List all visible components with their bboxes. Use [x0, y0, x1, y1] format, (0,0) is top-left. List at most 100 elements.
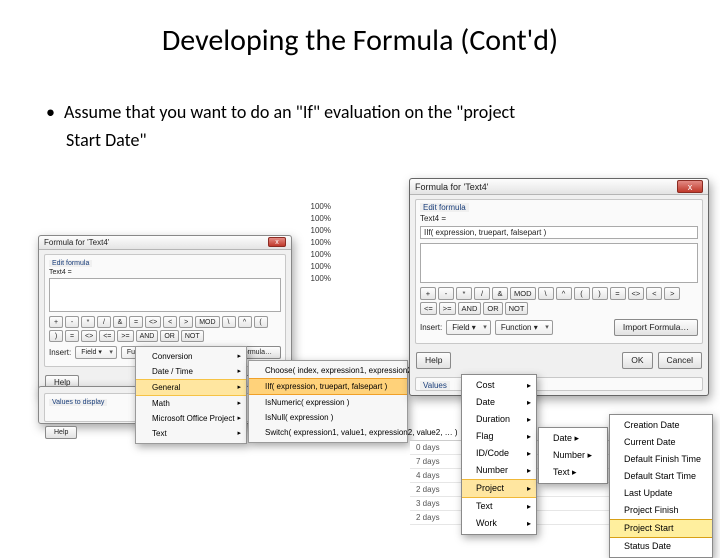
insert-label-r: Insert: — [420, 323, 442, 332]
operator-button[interactable]: \ — [538, 287, 554, 300]
operator-button[interactable]: < — [646, 287, 662, 300]
operator-button[interactable]: - — [438, 287, 454, 300]
operator-button[interactable]: >= — [439, 302, 456, 315]
menu-item[interactable]: Work — [462, 515, 536, 532]
menu-item[interactable]: IIf( expression, truepart, falsepart ) — [249, 378, 407, 395]
operator-button[interactable]: ^ — [556, 287, 572, 300]
operator-button[interactable]: < — [163, 316, 177, 328]
operator-button[interactable]: + — [420, 287, 436, 300]
bullet-dot: • — [46, 101, 64, 123]
field-subcategory-menu[interactable]: Date ▸Number ▸Text ▸ — [538, 427, 608, 484]
menu-item[interactable]: Date — [462, 394, 536, 411]
operator-button[interactable]: MOD — [510, 287, 536, 300]
menu-item[interactable]: Creation Date — [610, 417, 712, 434]
operator-button[interactable]: <= — [99, 330, 115, 342]
menu-item[interactable]: Number — [462, 462, 536, 479]
menu-item[interactable]: Status Date — [610, 538, 712, 555]
operator-button[interactable]: ) — [49, 330, 63, 342]
percent-value: 100% — [291, 249, 331, 261]
menu-item[interactable]: ID/Code — [462, 445, 536, 462]
function-dropdown-r[interactable]: Function ▾ — [495, 320, 553, 335]
operator-button[interactable]: >= — [117, 330, 133, 342]
operator-button[interactable]: ( — [574, 287, 590, 300]
operator-button[interactable]: ( — [254, 316, 268, 328]
operator-button[interactable]: <> — [145, 316, 161, 328]
menu-item[interactable]: Microsoft Office Project — [136, 411, 246, 426]
operator-button[interactable]: NOT — [505, 302, 529, 315]
operator-button[interactable]: / — [97, 316, 111, 328]
menu-item[interactable]: IsNumeric( expression ) — [249, 395, 407, 410]
menu-item[interactable]: Math — [136, 396, 246, 411]
menu-item[interactable]: Switch( expression1, value1, expression2… — [249, 425, 407, 440]
menu-item[interactable]: Project Finish — [610, 502, 712, 519]
field-dropdown-r[interactable]: Field ▾ — [446, 320, 491, 335]
menu-item[interactable]: Choose( index, expression1, expression2,… — [249, 363, 407, 378]
import-formula-button-r[interactable]: Import Formula… — [614, 319, 698, 336]
menu-item[interactable]: Date / Time — [136, 364, 246, 379]
edit-formula-group-r: Edit formula Text4 = IIf( expression, tr… — [415, 199, 703, 344]
menu-item[interactable]: Cost — [462, 377, 536, 394]
operator-button[interactable]: ^ — [238, 316, 252, 328]
formula-textarea[interactable] — [49, 278, 281, 312]
operator-button[interactable]: * — [456, 287, 472, 300]
operator-button[interactable]: = — [610, 287, 626, 300]
operator-button[interactable]: <> — [628, 287, 645, 300]
operator-button[interactable]: AND — [136, 330, 159, 342]
operator-button[interactable]: AND — [458, 302, 482, 315]
percent-strip: 100%100%100%100%100%100%100% — [291, 201, 331, 285]
field-leaf-menu[interactable]: Creation DateCurrent DateDefault Finish … — [609, 414, 713, 558]
menu-item[interactable]: Project Start — [610, 519, 712, 538]
field-category-menu[interactable]: CostDateDurationFlagID/CodeNumberProject… — [461, 374, 537, 535]
operator-button[interactable]: > — [664, 287, 680, 300]
operator-button[interactable]: \ — [222, 316, 236, 328]
operator-button[interactable]: & — [113, 316, 127, 328]
operator-button[interactable]: NOT — [181, 330, 204, 342]
operator-button[interactable]: <= — [420, 302, 437, 315]
menu-item[interactable]: Date ▸ — [539, 430, 607, 447]
menu-item[interactable]: Text ▸ — [539, 464, 607, 481]
cancel-button-r[interactable]: Cancel — [658, 352, 702, 369]
operator-button[interactable]: MOD — [195, 316, 219, 328]
operator-button[interactable]: = — [129, 316, 143, 328]
menu-item[interactable]: Text — [462, 498, 536, 515]
operator-button[interactable]: = — [65, 330, 79, 342]
operator-button[interactable]: OR — [160, 330, 179, 342]
operator-button[interactable]: > — [179, 316, 193, 328]
menu-item[interactable]: Text — [136, 426, 246, 441]
menu-item[interactable]: Conversion — [136, 349, 246, 364]
operator-row-r: +-*/&MOD\^()=<><><=>=ANDORNOT — [420, 287, 698, 315]
menu-item[interactable]: Last Update — [610, 485, 712, 502]
percent-value: 100% — [291, 225, 331, 237]
function-list-menu[interactable]: Choose( index, expression1, expression2,… — [248, 360, 408, 443]
close-button-r[interactable]: x — [677, 180, 703, 193]
help-button-2[interactable]: Help — [45, 426, 77, 439]
menu-item[interactable]: Default Start Time — [610, 468, 712, 485]
operator-button[interactable]: OR — [483, 302, 502, 315]
menu-item[interactable]: Default Finish Time — [610, 451, 712, 468]
operator-button[interactable]: <> — [81, 330, 97, 342]
menu-item[interactable]: Flag — [462, 428, 536, 445]
menu-item[interactable]: Number ▸ — [539, 447, 607, 464]
formula-input-r[interactable]: IIf( expression, truepart, falsepart ) — [420, 226, 698, 239]
operator-button[interactable]: / — [474, 287, 490, 300]
field-dropdown[interactable]: Field ▾ — [75, 346, 117, 359]
ok-button-r[interactable]: OK — [622, 352, 652, 369]
bullet-text-2: Start Date" — [66, 129, 720, 151]
function-category-menu[interactable]: ConversionDate / TimeGeneralMathMicrosof… — [135, 346, 247, 444]
operator-button[interactable]: & — [492, 287, 508, 300]
operator-button[interactable]: - — [65, 316, 79, 328]
menu-item[interactable]: IsNull( expression ) — [249, 410, 407, 425]
operator-button[interactable]: ) — [592, 287, 608, 300]
menu-item[interactable]: Project — [462, 479, 536, 498]
menu-item[interactable]: Duration — [462, 411, 536, 428]
operator-button[interactable]: * — [81, 316, 95, 328]
percent-value: 100% — [291, 213, 331, 225]
percent-value: 100% — [291, 201, 331, 213]
formula-textarea-r[interactable] — [420, 243, 698, 283]
operator-button[interactable]: + — [49, 316, 63, 328]
menu-item[interactable]: General — [136, 379, 246, 396]
operator-row: +-*/&=<><>MOD\^()=<><=>=ANDORNOT — [49, 316, 281, 342]
help-button-r[interactable]: Help — [416, 352, 451, 369]
menu-item[interactable]: Current Date — [610, 434, 712, 451]
close-button[interactable]: x — [268, 237, 286, 247]
